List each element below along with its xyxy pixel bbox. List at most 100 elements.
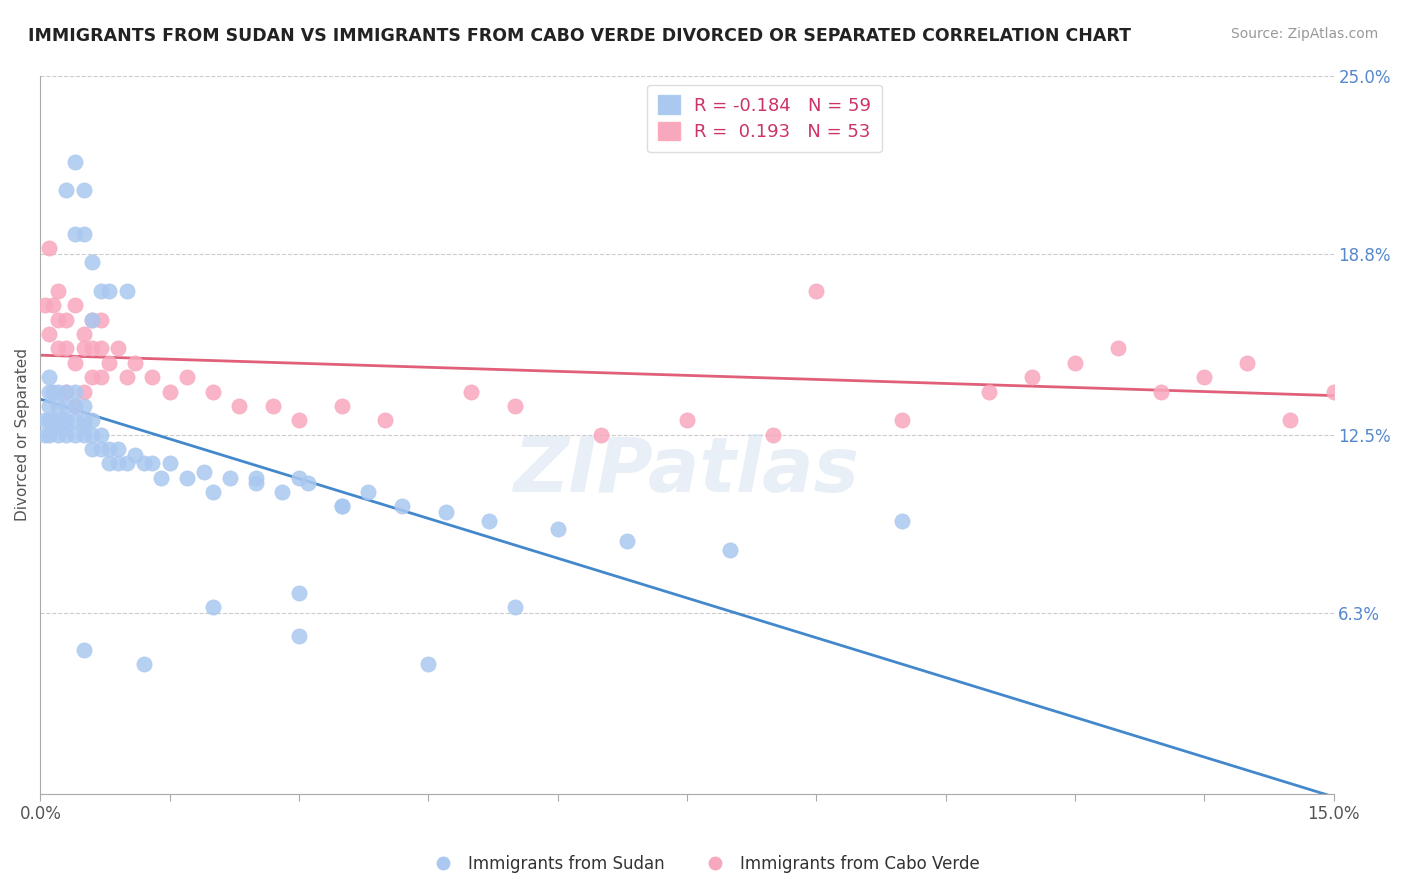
Text: IMMIGRANTS FROM SUDAN VS IMMIGRANTS FROM CABO VERDE DIVORCED OR SEPARATED CORREL: IMMIGRANTS FROM SUDAN VS IMMIGRANTS FROM…: [28, 27, 1130, 45]
Point: [55, 384, 77, 399]
Point: [63, 399, 86, 413]
Point: [90, 284, 112, 298]
Point: [38, 399, 60, 413]
Point: [219, 471, 242, 485]
Point: [34, 413, 56, 427]
Point: [977, 384, 1000, 399]
Point: [1236, 356, 1258, 370]
Point: [374, 413, 396, 427]
Point: [55, 413, 77, 427]
Point: [55, 183, 77, 197]
Y-axis label: Divorced or Separated: Divorced or Separated: [15, 348, 30, 521]
Point: [288, 629, 311, 643]
Point: [676, 413, 699, 427]
Point: [547, 522, 569, 536]
Point: [460, 384, 482, 399]
Point: [115, 370, 138, 384]
Point: [72, 342, 94, 356]
Point: [63, 227, 86, 241]
Point: [193, 465, 215, 479]
Point: [72, 227, 94, 241]
Point: [63, 384, 86, 399]
Point: [82, 312, 104, 326]
Point: [1064, 356, 1087, 370]
Point: [63, 154, 86, 169]
Point: [141, 456, 163, 470]
Point: [72, 399, 94, 413]
Point: [141, 370, 163, 384]
Point: [1107, 342, 1129, 356]
Point: [72, 384, 94, 399]
Point: [159, 456, 181, 470]
Point: [72, 327, 94, 342]
Point: [46, 384, 69, 399]
Point: [55, 384, 77, 399]
Point: [38, 327, 60, 342]
Point: [34, 298, 56, 312]
Point: [42, 384, 65, 399]
Point: [176, 471, 198, 485]
Point: [107, 342, 129, 356]
Point: [891, 514, 914, 528]
Point: [55, 427, 77, 442]
Point: [63, 399, 86, 413]
Point: [38, 241, 60, 255]
Point: [72, 643, 94, 657]
Point: [82, 442, 104, 456]
Point: [90, 442, 112, 456]
Point: [201, 485, 224, 500]
Point: [478, 514, 501, 528]
Point: [46, 284, 69, 298]
Point: [288, 413, 311, 427]
Point: [115, 284, 138, 298]
Point: [418, 657, 440, 672]
Point: [46, 419, 69, 434]
Point: [1279, 413, 1302, 427]
Point: [107, 442, 129, 456]
Point: [1150, 384, 1173, 399]
Point: [150, 471, 173, 485]
Point: [806, 284, 828, 298]
Point: [159, 384, 181, 399]
Point: [63, 298, 86, 312]
Point: [270, 485, 292, 500]
Point: [245, 471, 267, 485]
Point: [107, 456, 129, 470]
Point: [82, 370, 104, 384]
Legend: Immigrants from Sudan, Immigrants from Cabo Verde: Immigrants from Sudan, Immigrants from C…: [420, 848, 986, 880]
Point: [72, 427, 94, 442]
Point: [42, 413, 65, 427]
Point: [82, 255, 104, 269]
Point: [55, 312, 77, 326]
Point: [98, 442, 121, 456]
Point: [330, 500, 353, 514]
Point: [82, 312, 104, 326]
Point: [51, 413, 73, 427]
Point: [124, 448, 146, 462]
Point: [245, 476, 267, 491]
Point: [98, 284, 121, 298]
Text: ZIPatlas: ZIPatlas: [515, 434, 860, 508]
Point: [63, 427, 86, 442]
Point: [46, 399, 69, 413]
Point: [1192, 370, 1215, 384]
Point: [503, 599, 526, 614]
Point: [46, 413, 69, 427]
Point: [589, 427, 612, 442]
Point: [55, 419, 77, 434]
Point: [55, 399, 77, 413]
Point: [132, 657, 155, 672]
Point: [115, 456, 138, 470]
Point: [228, 399, 250, 413]
Point: [82, 427, 104, 442]
Point: [42, 298, 65, 312]
Point: [72, 183, 94, 197]
Point: [63, 356, 86, 370]
Point: [434, 505, 457, 519]
Point: [82, 413, 104, 427]
Point: [124, 356, 146, 370]
Point: [891, 413, 914, 427]
Point: [176, 370, 198, 384]
Point: [63, 413, 86, 427]
Point: [762, 427, 785, 442]
